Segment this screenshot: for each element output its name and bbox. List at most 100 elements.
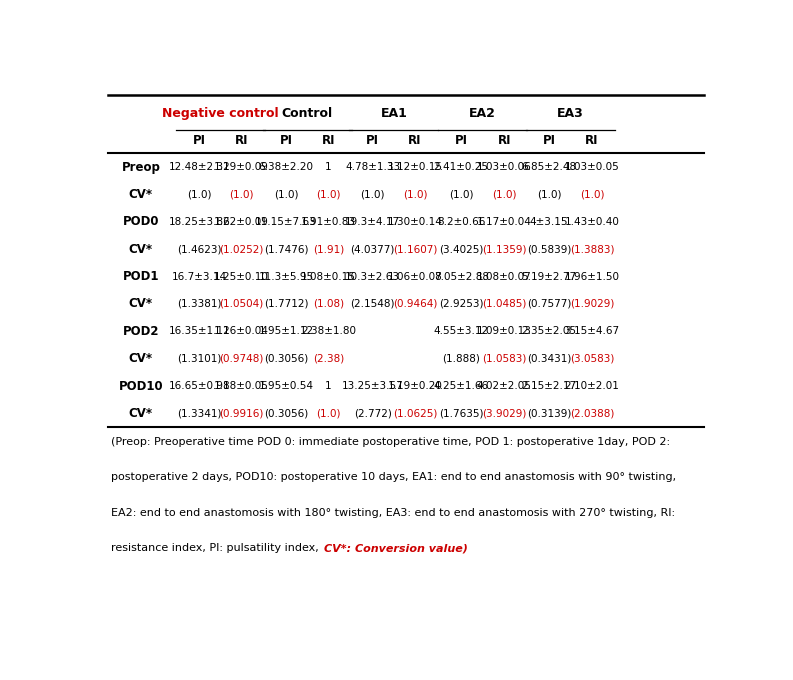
Text: 1.25±0.10: 1.25±0.10	[214, 271, 269, 282]
Text: Control: Control	[282, 107, 333, 120]
Text: 3.15±4.67: 3.15±4.67	[565, 326, 619, 337]
Text: EA3: EA3	[557, 107, 584, 120]
Text: (3.0583): (3.0583)	[570, 354, 615, 364]
Text: CV*: CV*	[128, 407, 153, 420]
Text: 1.95±1.12: 1.95±1.12	[259, 326, 313, 337]
Text: 4.78±1.33: 4.78±1.33	[345, 162, 400, 172]
Text: 1.95±0.54: 1.95±0.54	[259, 381, 313, 391]
Text: (1.3341): (1.3341)	[177, 409, 221, 418]
Text: (0.3056): (0.3056)	[264, 409, 308, 418]
Text: RI: RI	[322, 134, 335, 148]
Text: 1.22±0.09: 1.22±0.09	[214, 217, 269, 227]
Text: (0.3431): (0.3431)	[527, 354, 571, 364]
Text: 1.09±0.13: 1.09±0.13	[477, 326, 531, 337]
Text: (1.3381): (1.3381)	[177, 299, 221, 309]
Text: CV*: CV*	[128, 243, 153, 256]
Text: CV*: CV*	[128, 188, 153, 201]
Text: 12.48±2.32: 12.48±2.32	[168, 162, 230, 172]
Text: RI: RI	[235, 134, 248, 148]
Text: (0.9464): (0.9464)	[393, 299, 437, 309]
Text: 1.06±0.08: 1.06±0.08	[388, 271, 442, 282]
Text: (1.7476): (1.7476)	[264, 244, 308, 254]
Text: 18.25±3.86: 18.25±3.86	[168, 217, 230, 227]
Text: PI: PI	[454, 134, 468, 148]
Text: 1.43±0.40: 1.43±0.40	[565, 217, 619, 227]
Text: 13.25±3.57: 13.25±3.57	[342, 381, 404, 391]
Text: PI: PI	[279, 134, 293, 148]
Text: 11.3±5.95: 11.3±5.95	[259, 271, 313, 282]
Text: 1.18±0.05: 1.18±0.05	[214, 381, 269, 391]
Text: CV*: Conversion value): CV*: Conversion value)	[324, 543, 468, 554]
Text: (1.0): (1.0)	[229, 190, 254, 199]
Text: (1.0): (1.0)	[492, 190, 516, 199]
Text: CV*: CV*	[128, 297, 153, 311]
Text: 8.2±0.66: 8.2±0.66	[437, 217, 485, 227]
Text: (0.7577): (0.7577)	[527, 299, 571, 309]
Text: (1.0): (1.0)	[580, 190, 604, 199]
Text: POD1: POD1	[123, 270, 159, 283]
Text: 1.17±0.04: 1.17±0.04	[477, 217, 531, 227]
Text: (2.1548): (2.1548)	[351, 299, 395, 309]
Text: (1.0): (1.0)	[360, 190, 385, 199]
Text: PI: PI	[193, 134, 206, 148]
Text: (3.9029): (3.9029)	[482, 409, 527, 418]
Text: (1.0252): (1.0252)	[220, 244, 264, 254]
Text: CV*: CV*	[128, 352, 153, 365]
Text: 4.25±1.66: 4.25±1.66	[434, 381, 488, 391]
Text: 2.15±2.17: 2.15±2.17	[522, 381, 577, 391]
Text: (1.08): (1.08)	[312, 299, 344, 309]
Text: 16.65±0.98: 16.65±0.98	[168, 381, 230, 391]
Text: POD0: POD0	[123, 216, 159, 228]
Text: POD10: POD10	[119, 379, 163, 392]
Text: (1.0504): (1.0504)	[220, 299, 264, 309]
Text: RI: RI	[585, 134, 599, 148]
Text: (0.3139): (0.3139)	[527, 409, 571, 418]
Text: 7.05±2.88: 7.05±2.88	[434, 271, 488, 282]
Text: 1.19±0.20: 1.19±0.20	[388, 381, 442, 391]
Text: (2.0388): (2.0388)	[570, 409, 615, 418]
Text: 4±3.15: 4±3.15	[530, 217, 569, 227]
Text: 19.3±4.17: 19.3±4.17	[345, 217, 400, 227]
Text: EA2: end to end anastomosis with 180° twisting, EA3: end to end anastomosis with: EA2: end to end anastomosis with 180° tw…	[111, 508, 676, 517]
Text: 16.7±3.14: 16.7±3.14	[172, 271, 227, 282]
Text: postoperative 2 days, POD10: postoperative 10 days, EA1: end to end anastomosis : postoperative 2 days, POD10: postoperati…	[111, 472, 676, 482]
Text: 4.55±3.12: 4.55±3.12	[434, 326, 488, 337]
Text: (1.7635): (1.7635)	[439, 409, 484, 418]
Text: 2.10±2.01: 2.10±2.01	[565, 381, 619, 391]
Text: (1.0583): (1.0583)	[482, 354, 527, 364]
Text: (1.7712): (1.7712)	[264, 299, 308, 309]
Text: (1.0485): (1.0485)	[482, 299, 527, 309]
Text: 1.16±0.04: 1.16±0.04	[214, 326, 269, 337]
Text: (0.5839): (0.5839)	[527, 244, 571, 254]
Text: (2.9253): (2.9253)	[439, 299, 484, 309]
Text: (2.772): (2.772)	[354, 409, 392, 418]
Text: 11.15±7.63: 11.15±7.63	[255, 217, 317, 227]
Text: 6.38±2.20: 6.38±2.20	[259, 162, 313, 172]
Text: (1.0): (1.0)	[187, 190, 212, 199]
Text: (1.0): (1.0)	[316, 190, 341, 199]
Text: (1.888): (1.888)	[442, 354, 480, 364]
Text: 10.3±2.63: 10.3±2.63	[345, 271, 400, 282]
Text: (0.9748): (0.9748)	[220, 354, 264, 364]
Text: 1.08±0.15: 1.08±0.15	[301, 271, 356, 282]
Text: 6.85±2.48: 6.85±2.48	[522, 162, 577, 172]
Text: 4.02±2.05: 4.02±2.05	[477, 381, 531, 391]
Text: (4.0377): (4.0377)	[351, 244, 395, 254]
Text: 2.35±2.05: 2.35±2.05	[522, 326, 577, 337]
Text: (0.9916): (0.9916)	[220, 409, 264, 418]
Text: POD2: POD2	[123, 325, 159, 338]
Text: EA1: EA1	[381, 107, 408, 120]
Text: (Preop: Preoperative time POD 0: immediate postoperative time, POD 1: postoperat: (Preop: Preoperative time POD 0: immedia…	[111, 437, 671, 447]
Text: 1: 1	[325, 162, 331, 172]
Text: (1.3883): (1.3883)	[569, 244, 615, 254]
Text: (1.91): (1.91)	[312, 244, 344, 254]
Text: PI: PI	[542, 134, 555, 148]
Text: (1.0): (1.0)	[449, 190, 473, 199]
Text: (0.3056): (0.3056)	[264, 354, 308, 364]
Text: (1.0): (1.0)	[274, 190, 298, 199]
Text: 16.35±1.12: 16.35±1.12	[168, 326, 230, 337]
Text: 2.38±1.80: 2.38±1.80	[301, 326, 356, 337]
Text: (1.0): (1.0)	[403, 190, 427, 199]
Text: 5.19±2.77: 5.19±2.77	[522, 271, 577, 282]
Text: PI: PI	[366, 134, 379, 148]
